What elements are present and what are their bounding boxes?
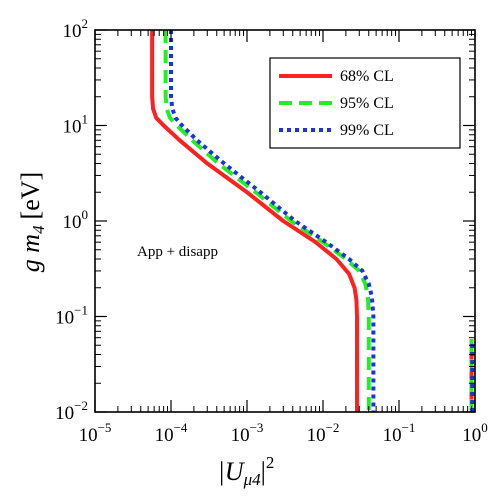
y-axis-label: g m4[eV]: [16, 172, 48, 272]
legend: 68% CL 95% CL 99% CL: [269, 57, 461, 149]
x-tick-label: 100: [462, 420, 488, 446]
x-tick-label: 10−2: [307, 420, 340, 446]
curve-68cl: [150, 30, 359, 412]
y-tick-label: 101: [63, 112, 89, 138]
x-tick-label: 10−5: [79, 420, 112, 446]
x-tick-label: 10−4: [155, 420, 188, 446]
x-tick-label: 10−3: [231, 420, 264, 446]
y-tick-label: 100: [63, 207, 89, 233]
legend-label-95: 95% CL: [340, 95, 394, 112]
legend-label-99: 99% CL: [340, 122, 394, 139]
y-tick-label: 102: [63, 16, 89, 42]
x-axis-label: |Uμ4|2: [218, 453, 275, 489]
annotation-label: App + disapp: [137, 244, 218, 260]
y-tick-label: 10−2: [55, 398, 88, 424]
tick-labels-layer: 10−5 10−4 10−3 10−2 10−1 100 10−2 10−1 100 101 102: [55, 16, 488, 446]
plot-frame: [94, 29, 476, 413]
curve-95cl: [163, 30, 371, 412]
legend-label-68: 68% CL: [340, 68, 394, 85]
curve-99cl: [169, 30, 376, 412]
ticks-layer: [94, 29, 476, 413]
y-tick-label: 10−1: [55, 303, 88, 329]
curves-layer: [150, 30, 475, 412]
x-tick-label: 10−1: [383, 420, 416, 446]
